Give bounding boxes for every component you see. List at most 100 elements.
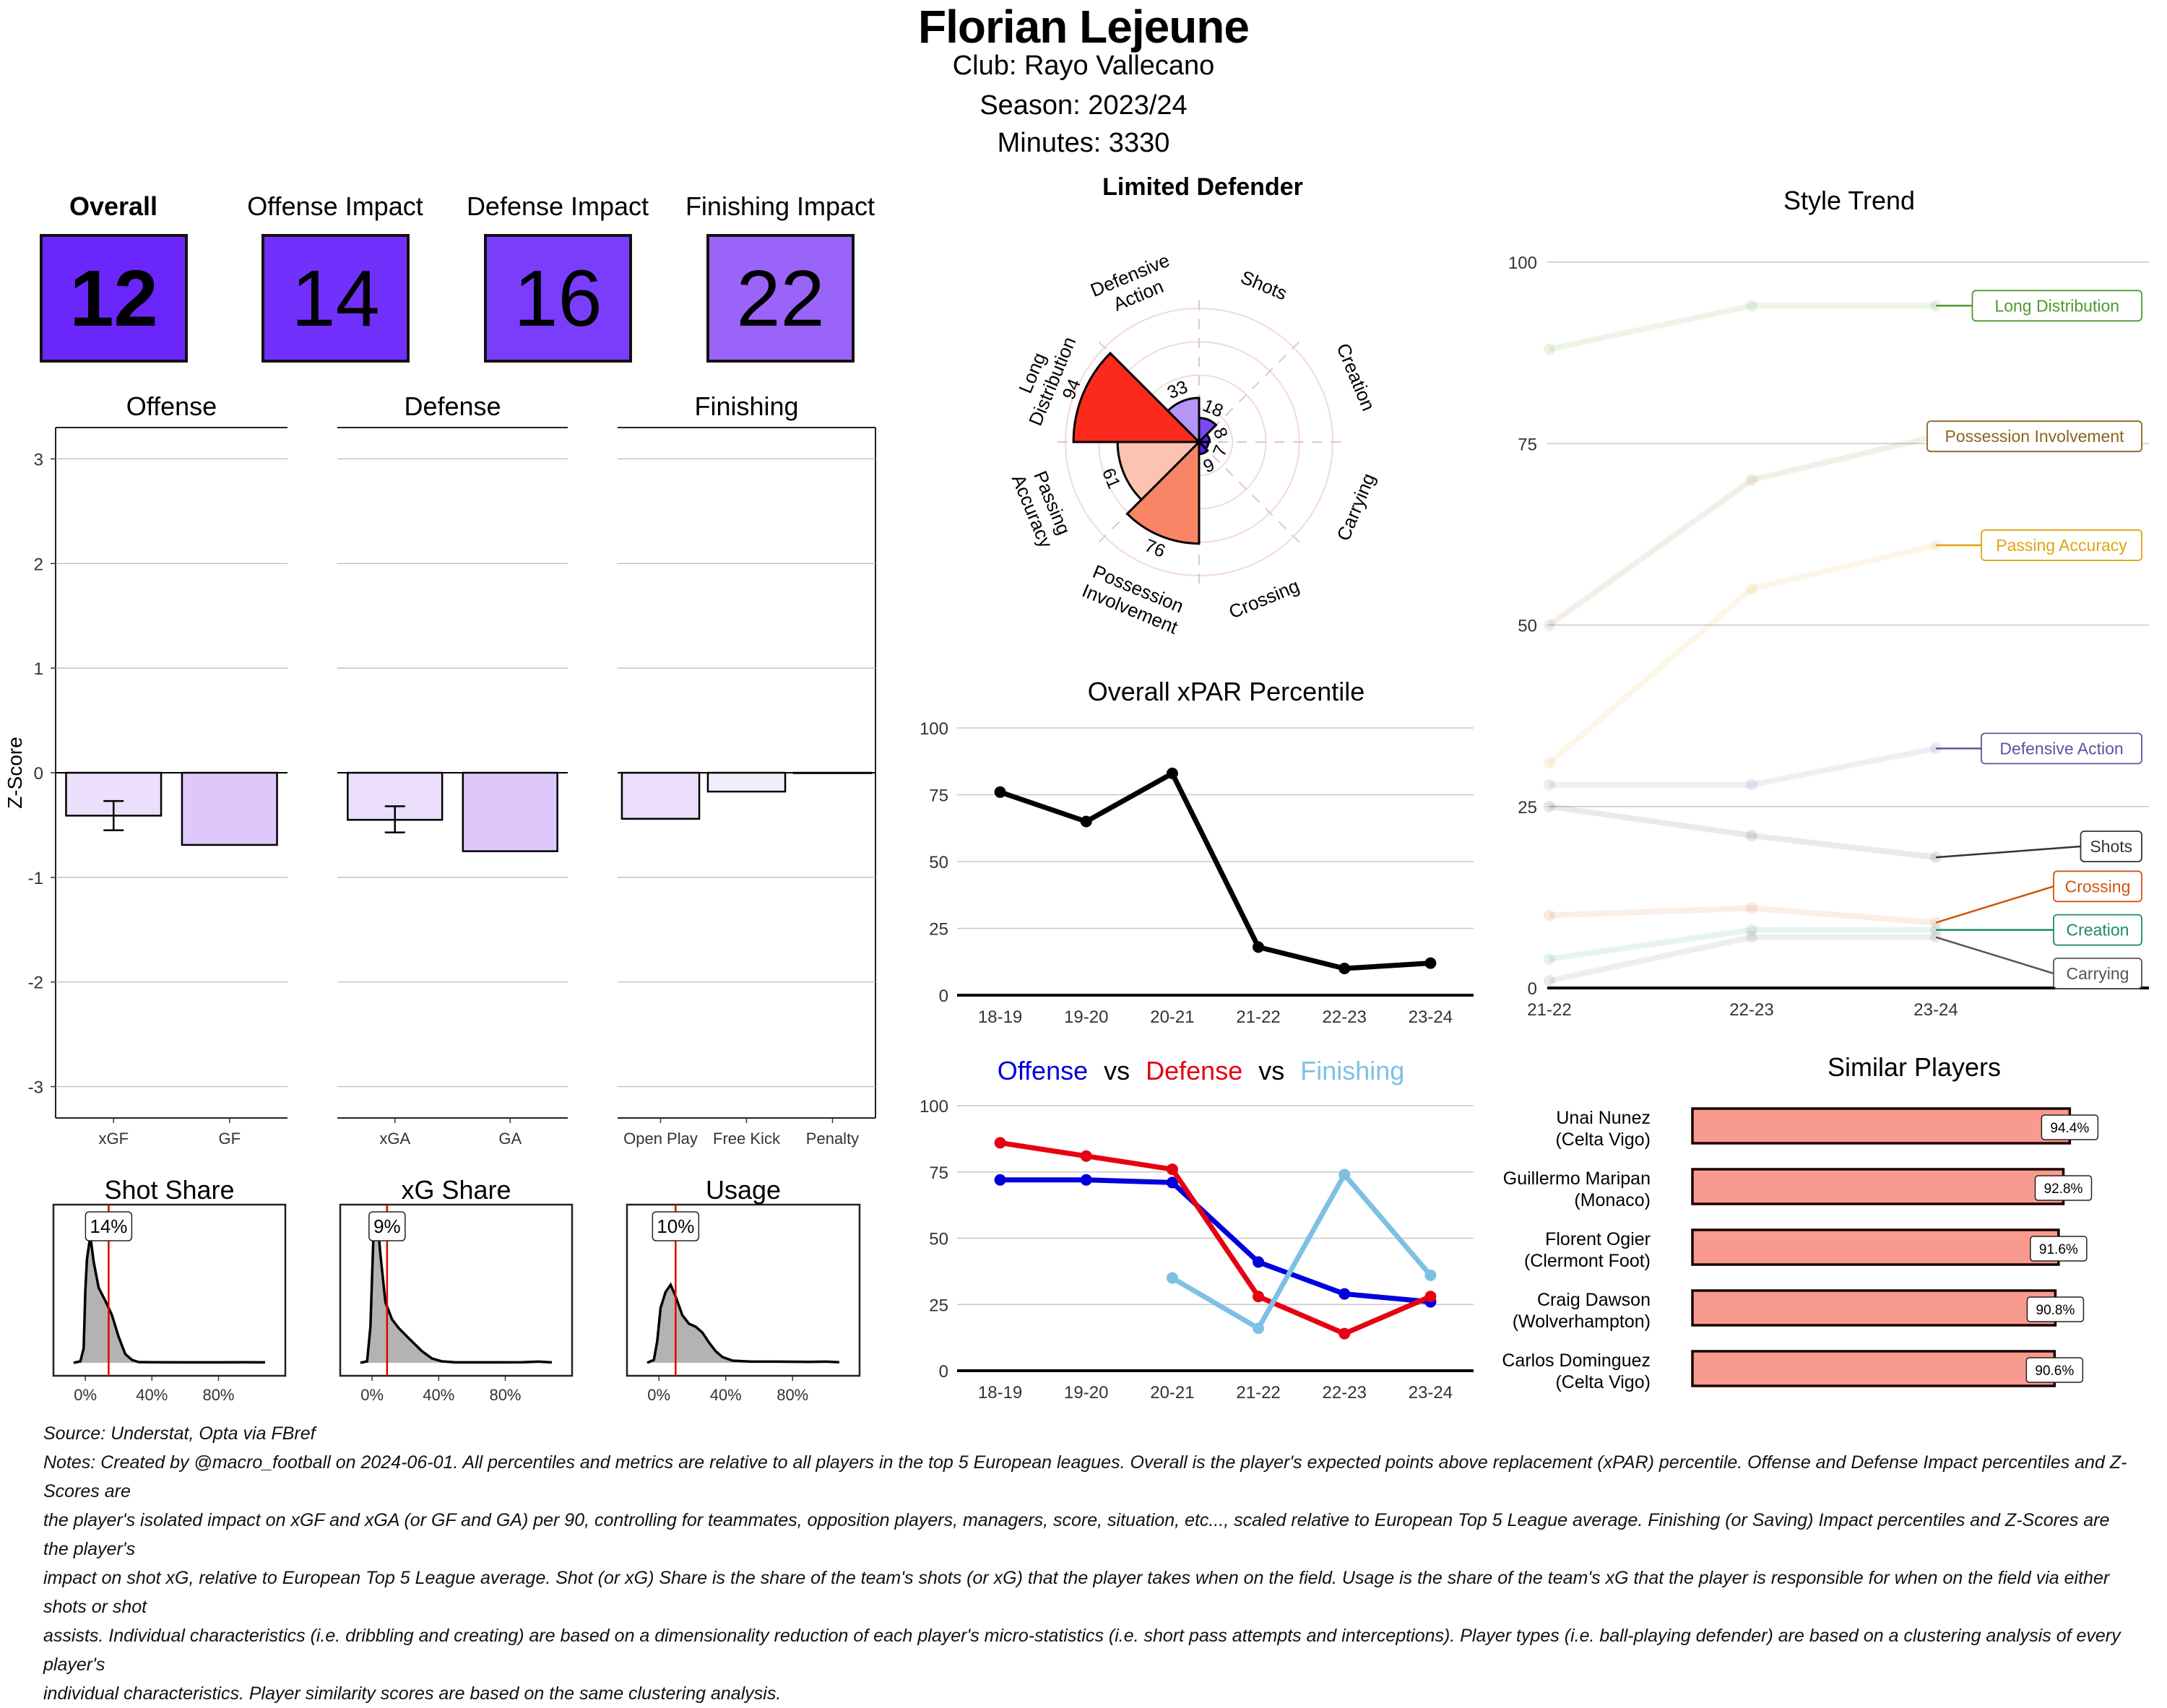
player-name: Florian Lejeune (918, 1, 1250, 53)
trend-point (1544, 343, 1555, 355)
player-club: (Celta Vigo) (1555, 1130, 1651, 1150)
data-point (1080, 1150, 1092, 1162)
similarity-label-box (2026, 1296, 2085, 1322)
trend-point (1746, 474, 1757, 486)
y-tick-label: 2 (34, 555, 43, 574)
trend-label: Crossing (2065, 877, 2131, 896)
y-tick-label: 50 (929, 1230, 948, 1249)
x-tick-label: 23-24 (1913, 1000, 1958, 1020)
data-point (1253, 1291, 1265, 1303)
trend-line-possession-involvement (1547, 433, 1937, 628)
trend-point (1746, 829, 1757, 841)
marker-label: 9% (373, 1215, 401, 1237)
x-tick-label: 22-23 (1323, 1007, 1367, 1027)
chart-title: Overall xPAR Percentile (1088, 677, 1364, 706)
trend-label-box (1981, 529, 2142, 561)
series-line-finishing (1171, 1171, 1433, 1331)
trend-label: Long Distribution (1994, 296, 2119, 315)
data-point (1338, 963, 1351, 974)
tile-label: Defense Impact (466, 191, 649, 221)
y-tick-label: 3 (34, 450, 43, 469)
trend-line-crossing (1549, 905, 1937, 926)
data-point (994, 1137, 1006, 1149)
trend-point (1746, 779, 1757, 791)
similarity-label-box (2025, 1357, 2084, 1383)
trend-label-box (2053, 914, 2142, 946)
radar-category-text: Creation (1332, 340, 1379, 414)
x-tick-label: 22-23 (1323, 1383, 1367, 1403)
title-part: vs (1104, 1056, 1130, 1085)
trend-point (1746, 931, 1757, 943)
y-tick-label: 25 (929, 920, 948, 940)
y-axis-label: Z-Score (4, 737, 26, 809)
y-tick-label: 75 (929, 786, 948, 806)
trend-point (1544, 619, 1555, 631)
title-part: Offense (998, 1056, 1088, 1085)
trend-label-box (1971, 290, 2142, 322)
y-tick-label: 100 (1508, 253, 1537, 273)
player-club: (Clermont Foot) (1524, 1251, 1651, 1271)
player-name: Guillermo Maripan (1503, 1169, 1651, 1189)
trend-line-creation (1549, 927, 1936, 962)
marker-label-box (652, 1211, 700, 1241)
trend-point (1544, 779, 1555, 791)
notes-line: impact on shot xG, relative to European … (43, 1568, 2110, 1617)
source-text: Source: Understat, Opta via FBref (43, 1423, 316, 1444)
tile-label: Offense Impact (247, 191, 423, 221)
x-tick-label: 40% (710, 1386, 742, 1404)
marker-label: 10% (657, 1215, 694, 1237)
club-line: Club: Rayo Vallecano (952, 51, 1215, 81)
radar-category-label: Carrying (1332, 470, 1379, 544)
y-tick-label: 0 (34, 764, 43, 784)
x-tick-label: xGA (379, 1130, 410, 1148)
radar-value-label: 61 (1098, 465, 1125, 491)
x-tick-label: Penalty (806, 1130, 859, 1148)
bar-ga (462, 771, 558, 852)
x-tick-label: 21-22 (1236, 1007, 1280, 1027)
trend-label-leader (1935, 885, 2054, 924)
x-tick-label: Free Kick (713, 1130, 781, 1148)
panel-title: Usage (706, 1175, 781, 1205)
bar-gf (181, 771, 278, 846)
offense-defense-finishing-chart: Offense vs Defense vs Finishing 100 75 50 25 0 18-… (920, 1056, 1474, 1403)
similarity-label-box (2030, 1236, 2088, 1262)
trend-point (1544, 974, 1555, 987)
trend-label: Creation (2067, 921, 2129, 940)
player-club: (Celta Vigo) (1555, 1372, 1651, 1392)
x-tick-label: 21-22 (1527, 1000, 1571, 1020)
x-tick-label: 19-20 (1064, 1007, 1108, 1027)
radar-category-label: Crossing (1226, 575, 1302, 623)
trend-label-leader (1935, 936, 2054, 975)
panel-frame (52, 1203, 287, 1377)
notes-line: the player's isolated impact on xGF and … (43, 1510, 2110, 1559)
similarity-label: 92.8% (2044, 1182, 2083, 1197)
minutes-line: Minutes: 3330 (997, 128, 1170, 158)
trend-line-passing-accuracy (1547, 542, 1937, 766)
data-point (1338, 1327, 1351, 1340)
radar-category-label: Shots (1237, 266, 1290, 304)
y-tick-label: 25 (929, 1296, 948, 1315)
radar-spoke (1198, 441, 1304, 547)
panel-title: Finishing (694, 391, 798, 421)
y-tick-label: -3 (28, 1078, 43, 1098)
bar-free-kick (706, 771, 787, 793)
similarity-bar (1691, 1228, 2060, 1266)
density-curve (73, 1235, 266, 1364)
bar-open-play (620, 771, 701, 820)
similarity-label: 91.6% (2039, 1242, 2078, 1257)
season-line: Season: 2023/24 (979, 90, 1188, 121)
x-tick-label: 23-24 (1409, 1383, 1453, 1403)
y-tick-label: 0 (939, 1362, 948, 1382)
trend-label: Possession Involvement (1945, 427, 2124, 446)
chart-title: Style Trend (1783, 186, 1915, 215)
density-curve (360, 1215, 553, 1364)
x-tick-label: 20-21 (1150, 1383, 1194, 1403)
y-tick-label: 0 (939, 987, 948, 1006)
series-line-defense (1000, 1140, 1432, 1337)
x-tick-label: 21-22 (1236, 1383, 1280, 1403)
x-tick-label: 23-24 (1409, 1007, 1453, 1027)
